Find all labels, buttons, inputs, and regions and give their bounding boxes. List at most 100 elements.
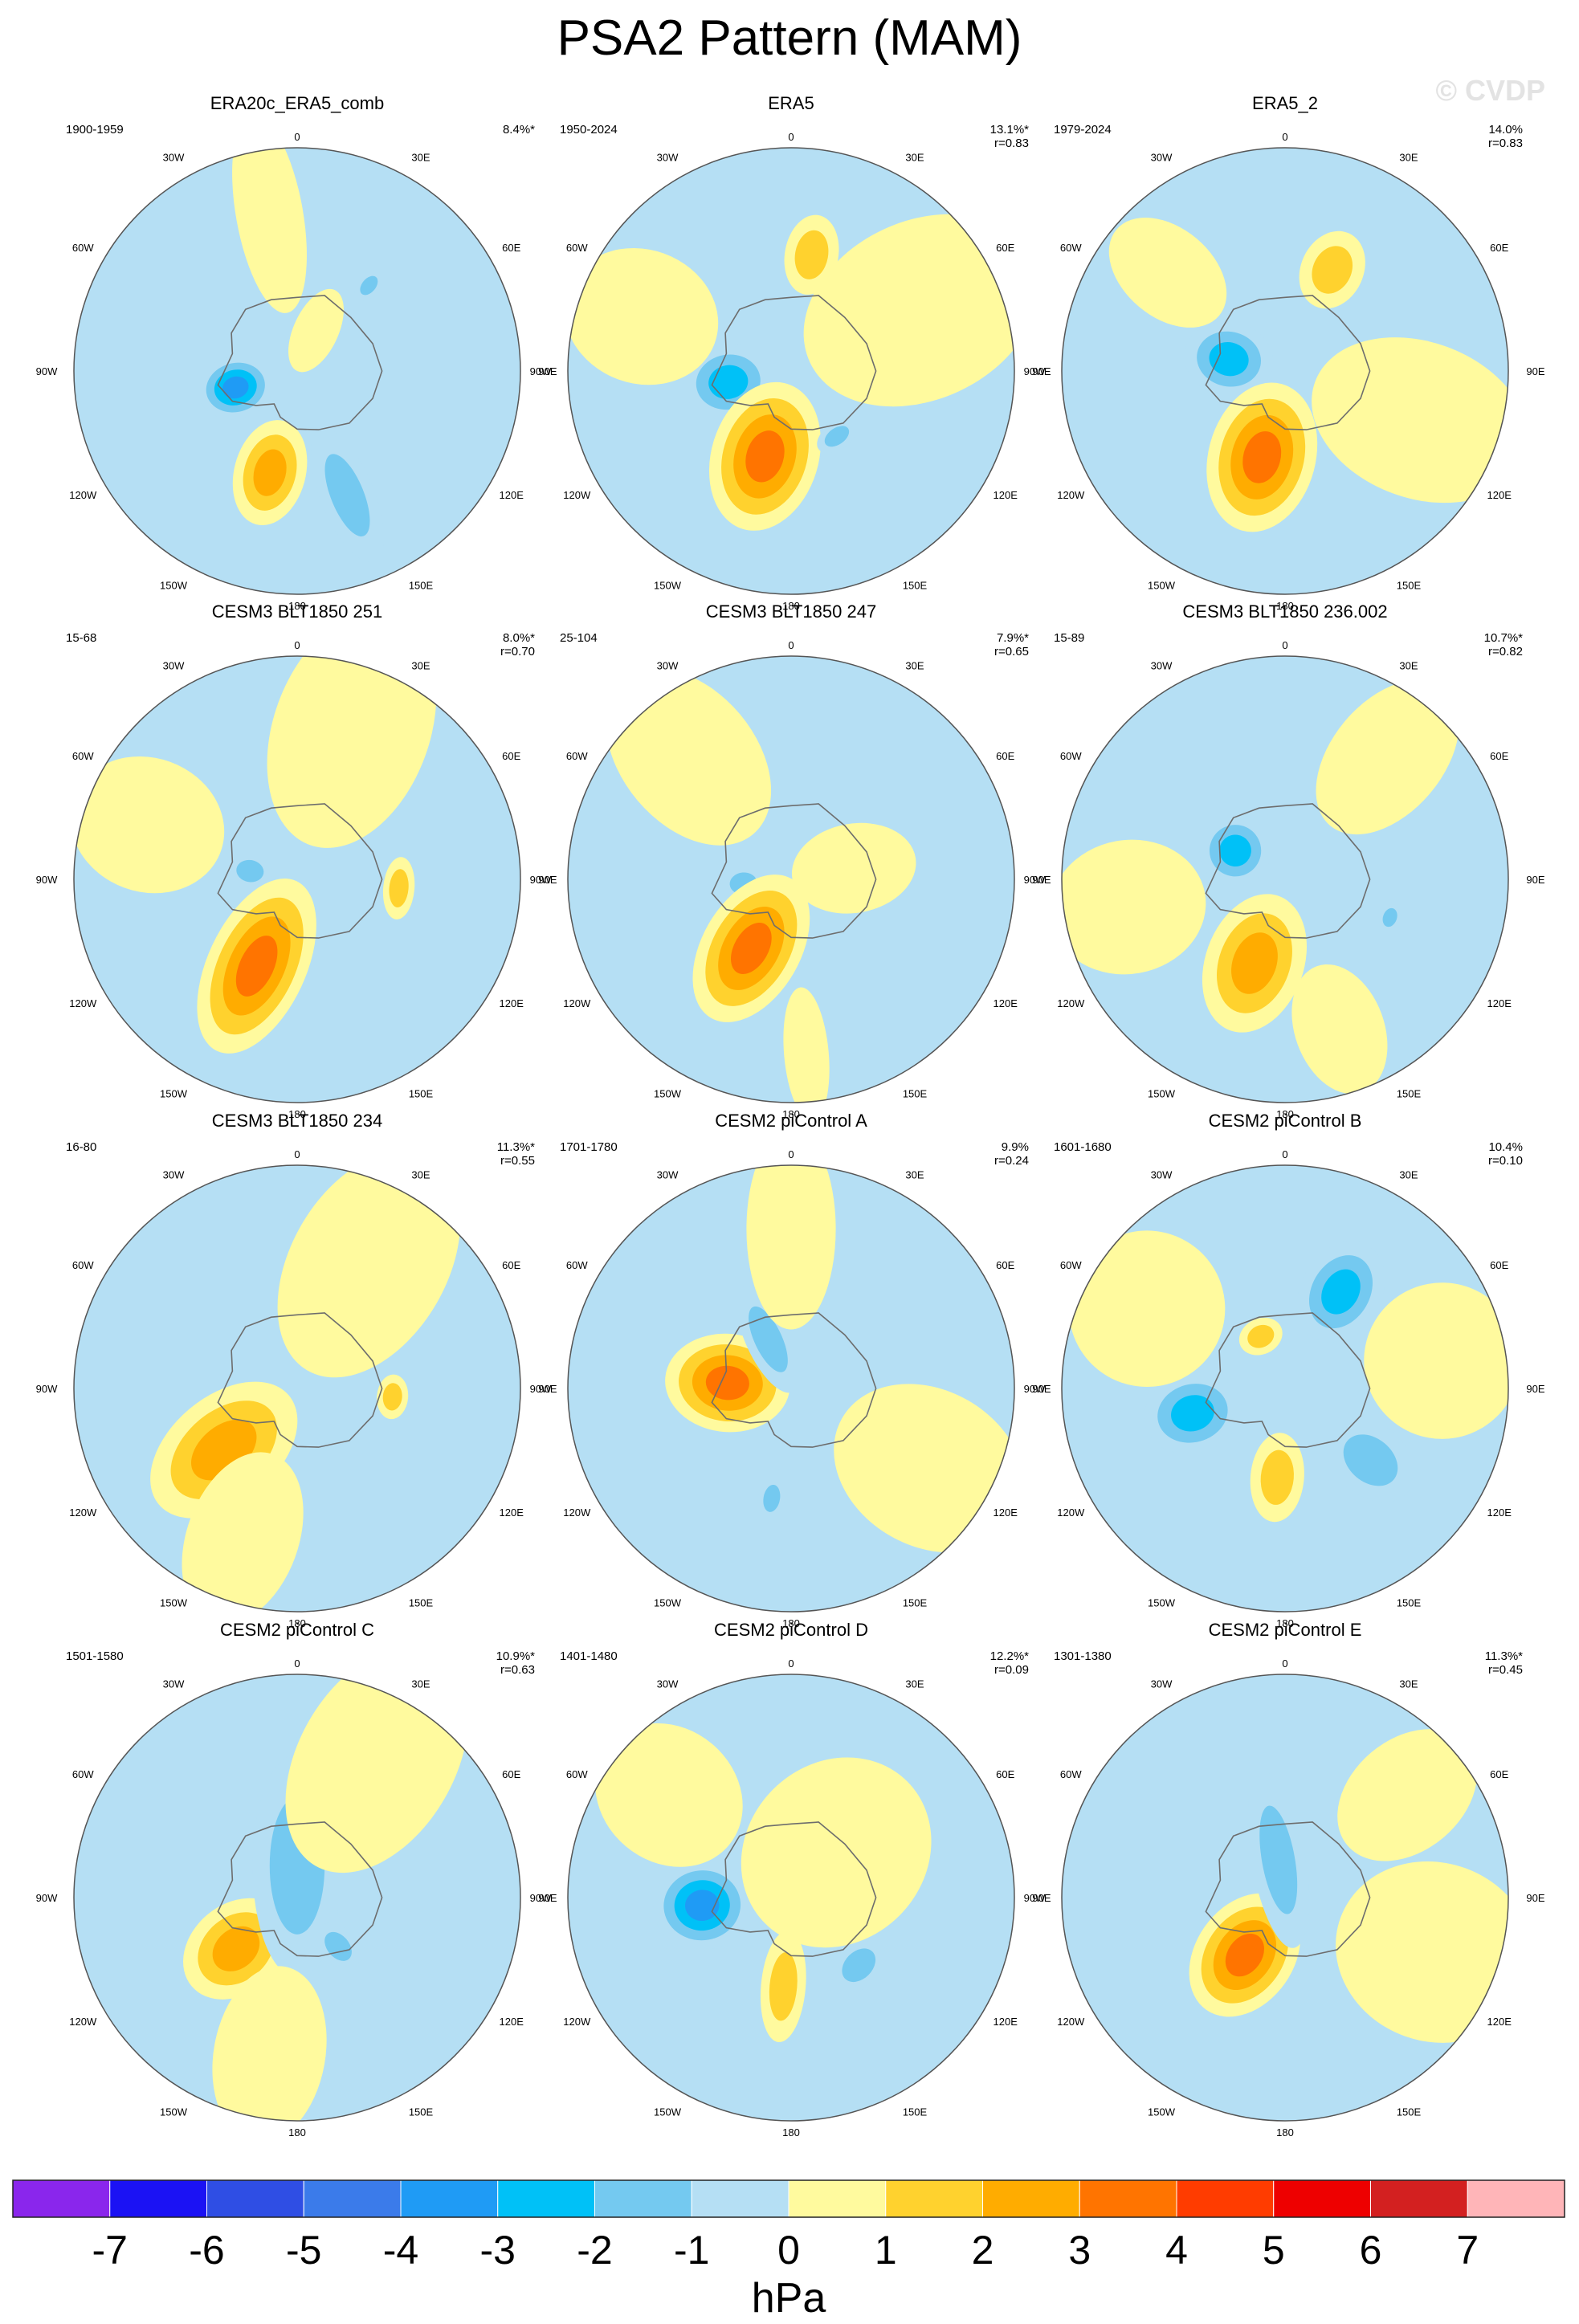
lon-label: 60W <box>1060 1259 1082 1271</box>
colorbar-tick-label: -4 <box>383 2228 418 2273</box>
contour-band <box>1225 1933 1264 1977</box>
colorbar-tick-label: 4 <box>1165 2228 1188 2273</box>
panel-variance: 14.0% <box>1488 123 1523 137</box>
lon-label: 60E <box>996 242 1014 254</box>
coastline <box>217 1312 383 1448</box>
contour-field <box>74 1165 520 1612</box>
lon-label: 150W <box>1148 2106 1176 2118</box>
panel-period: 16-80 <box>66 1140 96 1154</box>
lon-label: 30W <box>657 151 679 163</box>
panel-variance: 12.2%* <box>990 1649 1030 1663</box>
colorbar-swatch <box>1273 2179 1371 2218</box>
lon-label: 180 <box>1276 600 1294 612</box>
lon-label: 30E <box>411 1168 430 1180</box>
lon-label: 90W <box>1024 874 1046 886</box>
map-panel: 0 30E 60E 90E 120E 150E 180 150W 120W 90W 60W 30W CE… <box>36 1111 557 1629</box>
coastline <box>217 803 383 939</box>
map-border <box>1061 655 1509 1103</box>
lon-label: 90W <box>1024 1383 1046 1395</box>
lon-label: 120E <box>500 1507 524 1519</box>
lon-label: 60W <box>566 750 588 762</box>
colorbar-tick-label: -2 <box>577 2228 612 2273</box>
contour-band <box>1337 1729 1478 1861</box>
panel-pattern-corr: r=0.65 <box>994 645 1029 658</box>
coastline <box>711 1821 877 1957</box>
lon-label: 150W <box>160 580 188 592</box>
lon-label: 180 <box>288 600 306 612</box>
map-border <box>567 1674 1015 2122</box>
contour-field <box>568 656 1014 1103</box>
lon-label: 0 <box>1282 639 1287 651</box>
panel-variance: 11.3%* <box>1485 1649 1523 1663</box>
lon-label: 90W <box>36 365 58 377</box>
lon-label: 30E <box>1399 151 1418 163</box>
map-border <box>1061 1164 1509 1613</box>
contour-band <box>834 1384 1014 1553</box>
map-border <box>73 147 521 595</box>
map-panel: 0 30E 60E 90E 120E 150E 180 150W 120W 90W 60W 30W CE… <box>36 1620 557 2138</box>
colorbar-tick-label: 7 <box>1456 2228 1479 2273</box>
panel-period: 15-89 <box>1054 631 1084 645</box>
lon-label: 0 <box>1282 1657 1287 1670</box>
colorbar-tick-label: -3 <box>480 2228 516 2273</box>
lon-label: 30E <box>411 151 430 163</box>
contour-band <box>745 430 785 483</box>
colorbar-tick-label: 6 <box>1360 2228 1382 2273</box>
panel-variance: 11.3%* <box>497 1140 535 1154</box>
map-panel: 0 30E 60E 90E 120E 150E 180 150W 120W 90W 60W 30W CE… <box>530 1111 1051 1629</box>
colorbar-swatch <box>885 2179 983 2218</box>
colorbar-tick-label: -1 <box>674 2228 709 2273</box>
lon-label: 150E <box>903 1088 928 1100</box>
contour-band <box>791 822 916 914</box>
colorbar-swatch <box>400 2179 499 2218</box>
colorbar-frame <box>12 2179 1565 2218</box>
lon-label: 180 <box>782 2126 800 2138</box>
lon-label: 30E <box>1399 1678 1418 1690</box>
lon-label: 120W <box>563 489 591 501</box>
panel-title: CESM3 BLT1850 251 <box>212 601 382 622</box>
lon-label: 120W <box>1057 1507 1085 1519</box>
colorbar-swatch <box>788 2179 887 2218</box>
lon-label: 90E <box>1032 874 1051 886</box>
coastline <box>217 295 383 430</box>
contour-band <box>1291 964 1388 1095</box>
contour-field <box>568 148 1014 594</box>
colorbar-swatch <box>594 2179 692 2218</box>
colorbar-tick-label: -5 <box>286 2228 321 2273</box>
map-border <box>73 655 521 1103</box>
lon-label: 90W <box>530 874 552 886</box>
panel-title: CESM2 piControl D <box>714 1620 868 1640</box>
coastline <box>1205 803 1371 939</box>
lon-label: 30E <box>905 151 924 163</box>
lon-label: 60E <box>502 242 520 254</box>
panel-variance: 10.4% <box>1488 1140 1523 1154</box>
lon-label: 120W <box>69 2016 97 2028</box>
panel-pattern-corr: r=0.09 <box>994 1663 1029 1677</box>
lon-label: 120W <box>69 489 97 501</box>
panel-period: 25-104 <box>560 631 598 645</box>
panel-title: ERA5_2 <box>1252 93 1318 113</box>
lon-label: 150W <box>1148 1088 1176 1100</box>
lon-label: 90W <box>1024 365 1046 377</box>
panel-variance: 10.9%* <box>496 1649 536 1663</box>
colorbar-units: hPa <box>752 2275 826 2322</box>
credit-watermark: © CVDP <box>1435 74 1545 107</box>
lon-label: 180 <box>782 1617 800 1629</box>
lon-label: 30W <box>1151 1678 1173 1690</box>
contour-band <box>1247 1324 1275 1348</box>
panel-pattern-corr: r=0.63 <box>500 1663 535 1677</box>
contour-field <box>568 1165 1014 1612</box>
lon-label: 90W <box>530 1383 552 1395</box>
contour-band <box>382 1383 402 1411</box>
contour-band <box>1108 217 1227 328</box>
contour-band <box>746 1165 836 1330</box>
panel-pattern-corr: r=0.83 <box>994 137 1029 150</box>
lon-label: 60W <box>566 1259 588 1271</box>
colorbar-tick-label: 5 <box>1263 2228 1285 2273</box>
contour-band <box>763 1484 781 1512</box>
lon-label: 90E <box>538 365 557 377</box>
lon-label: 0 <box>788 639 794 651</box>
panel-period: 1301-1380 <box>1054 1649 1112 1663</box>
coastline <box>1205 1821 1371 1957</box>
